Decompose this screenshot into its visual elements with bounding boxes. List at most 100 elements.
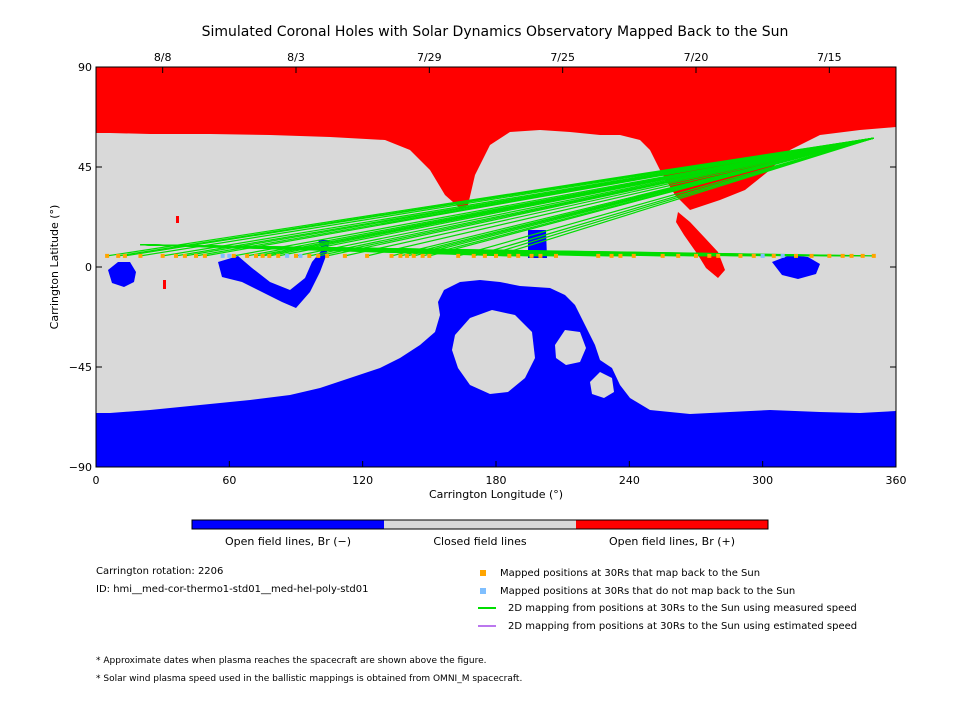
mapped-position-point xyxy=(596,253,601,258)
purple-line-icon xyxy=(478,625,496,627)
mapped-position-point xyxy=(516,253,521,258)
mapped-position-point xyxy=(676,253,681,258)
mapped-position-point xyxy=(427,253,432,258)
legend-item-measured-speed: 2D mapping from positions at 30Rs to the… xyxy=(478,601,857,615)
mapped-position-point xyxy=(389,253,394,258)
footnote-dates: * Approximate dates when plasma reaches … xyxy=(96,656,487,666)
equatorial-hole-west xyxy=(108,262,136,287)
mapped-position-point xyxy=(554,253,558,258)
x-axis-label: Carrington Longitude (°) xyxy=(429,488,563,501)
legend-item-estimated-speed: 2D mapping from positions at 30Rs to the… xyxy=(478,619,857,633)
unmapped-position-point xyxy=(780,253,785,258)
mapped-position-point xyxy=(182,253,187,258)
colorbar-label-closed: Closed field lines xyxy=(433,535,527,548)
x-tick-label: 120 xyxy=(352,474,373,487)
mapped-position-point xyxy=(716,253,721,258)
colorbar-negative xyxy=(192,520,384,529)
x-tick-label: 360 xyxy=(886,474,907,487)
mapped-position-point xyxy=(276,253,281,258)
mapped-position-point xyxy=(482,253,487,258)
mapped-position-point xyxy=(411,253,416,258)
legend-item-maps-back: Mapped positions at 30Rs that map back t… xyxy=(478,566,760,580)
mapped-positions xyxy=(105,253,876,258)
top-date-axis: 8/8 8/3 7/29 7/25 7/20 7/15 xyxy=(154,51,842,73)
mapped-position-point xyxy=(342,253,347,258)
chart-title: Simulated Coronal Holes with Solar Dynam… xyxy=(202,24,789,40)
mapped-position-point xyxy=(174,253,178,258)
unmapped-position-point xyxy=(760,253,765,258)
mapped-position-point xyxy=(694,253,698,258)
mapped-position-point xyxy=(871,253,876,258)
y-tick-label: −90 xyxy=(69,461,92,474)
measured-speed-mapping-line xyxy=(140,244,874,257)
measured-speed-mapping-line xyxy=(366,137,874,257)
y-tick-label: −45 xyxy=(69,361,92,374)
unmapped-position-point xyxy=(227,253,232,258)
plot-area xyxy=(96,67,896,467)
mapped-position-point xyxy=(538,253,543,258)
mapped-position-point xyxy=(738,253,743,258)
mapped-position-point xyxy=(254,253,258,258)
y-axis: −90 −45 0 45 90 xyxy=(69,61,896,474)
positive-patch xyxy=(176,216,179,223)
carrington-rotation: Carrington rotation: 2206 xyxy=(96,566,224,577)
unmapped-position-point xyxy=(285,253,290,258)
measured-speed-mapping-line xyxy=(495,137,874,257)
positive-extension xyxy=(676,212,725,278)
measured-speed-mapping-line xyxy=(344,137,874,257)
mapped-position-point xyxy=(267,253,272,258)
mapped-position-point xyxy=(307,253,312,258)
colorbar: Open field lines, Br (−) Closed field li… xyxy=(191,519,769,548)
mapped-position-point xyxy=(618,253,623,258)
mapped-position-point xyxy=(707,253,712,258)
measured-speed-mapping-line xyxy=(204,137,874,257)
colorbar-positive xyxy=(576,520,768,529)
top-date-label: 8/3 xyxy=(287,51,305,64)
measured-speed-mapping-line xyxy=(429,137,874,257)
mapped-position-point xyxy=(794,253,798,258)
mapped-position-point xyxy=(507,253,512,258)
mapped-position-point xyxy=(631,253,636,258)
mapped-position-point xyxy=(105,253,110,258)
mapped-position-point xyxy=(116,253,121,258)
mapped-position-point xyxy=(609,253,614,258)
legend-label: Mapped positions at 30Rs that map back t… xyxy=(500,567,761,579)
y-axis-label: Carrington Latitude (°) xyxy=(48,205,61,330)
colorbar-label-positive: Open field lines, Br (+) xyxy=(609,535,735,548)
mapped-position-point xyxy=(456,253,461,258)
x-tick-label: 300 xyxy=(752,474,773,487)
legend-label: Mapped positions at 30Rs that do not map… xyxy=(500,585,796,597)
mapped-position-point xyxy=(294,253,298,258)
mapped-position-point xyxy=(122,253,127,258)
top-date-label: 7/25 xyxy=(550,51,575,64)
x-tick-label: 60 xyxy=(222,474,236,487)
mapped-position-point xyxy=(398,253,403,258)
top-date-label: 8/8 xyxy=(154,51,172,64)
top-date-label: 7/29 xyxy=(417,51,442,64)
closed-island-large xyxy=(452,310,535,394)
y-tick-label: 45 xyxy=(78,161,92,174)
equatorial-hole-east xyxy=(772,255,820,279)
closed-island-small xyxy=(555,330,586,365)
legend-label: 2D mapping from positions at 30Rs to the… xyxy=(508,602,857,614)
mapped-position-point xyxy=(771,253,776,258)
mapped-position-point xyxy=(202,253,207,258)
mapped-position-point xyxy=(365,253,370,258)
top-date-label: 7/20 xyxy=(684,51,709,64)
measured-speed-mapping-line xyxy=(326,137,874,257)
top-date-label: 7/15 xyxy=(817,51,842,64)
field-line-mappings xyxy=(107,137,874,257)
mapped-position-point xyxy=(751,253,756,258)
colorbar-label-negative: Open field lines, Br (−) xyxy=(225,535,351,548)
legend-item-not-mapped: Mapped positions at 30Rs that do not map… xyxy=(478,584,795,598)
mapped-position-point xyxy=(231,253,236,258)
mapped-position-point xyxy=(827,253,832,258)
orange-square-icon xyxy=(480,570,486,576)
mapped-position-point xyxy=(494,253,498,258)
mapped-position-point xyxy=(160,253,165,258)
mapped-position-point xyxy=(849,253,854,258)
mapped-position-point xyxy=(138,253,143,258)
footnote-speed: * Solar wind plasma speed used in the ba… xyxy=(96,674,523,684)
mapped-position-point xyxy=(471,253,476,258)
